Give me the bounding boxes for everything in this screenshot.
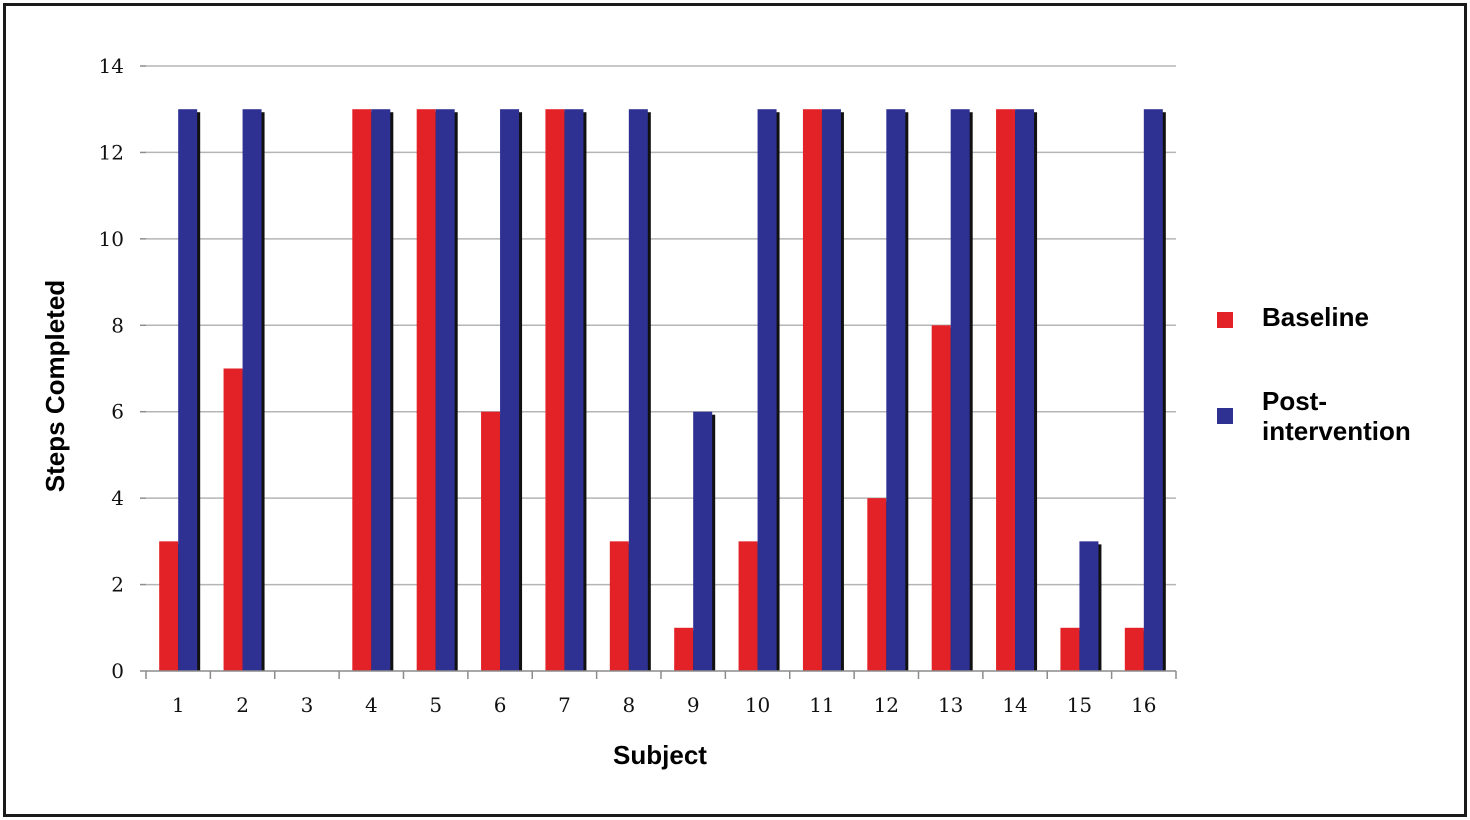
legend: Baseline Post- intervention bbox=[1217, 302, 1411, 446]
bar-post-intervention bbox=[178, 109, 198, 671]
y-tick-label: 12 bbox=[99, 140, 124, 164]
y-tick-label: 4 bbox=[111, 486, 124, 510]
x-tick-label: 12 bbox=[874, 693, 899, 717]
y-tick-label: 2 bbox=[111, 573, 124, 597]
x-tick-label: 4 bbox=[365, 693, 378, 717]
x-tick-label: 14 bbox=[1002, 693, 1027, 717]
x-tick-label: 9 bbox=[687, 693, 700, 717]
x-tick-label: 15 bbox=[1067, 693, 1092, 717]
y-tick-labels: 0 2 4 6 8 10 12 14 bbox=[99, 54, 124, 683]
bar-post-intervention bbox=[564, 109, 584, 671]
bar-post-intervention bbox=[1079, 541, 1099, 671]
bar-baseline bbox=[416, 109, 436, 671]
y-tick-label: 14 bbox=[99, 54, 124, 78]
legend-label-baseline: Baseline bbox=[1262, 302, 1369, 332]
bar-baseline bbox=[1060, 627, 1080, 671]
x-tick-label: 11 bbox=[809, 693, 834, 717]
legend-swatch-baseline bbox=[1217, 312, 1233, 328]
bar-baseline bbox=[352, 109, 372, 671]
x-tick-label: 10 bbox=[745, 693, 770, 717]
bar-baseline bbox=[609, 541, 629, 671]
y-tick-label: 0 bbox=[111, 659, 124, 683]
bar-post-intervention bbox=[757, 109, 777, 671]
x-tick-label: 6 bbox=[494, 693, 507, 717]
bar-post-intervention bbox=[435, 109, 455, 671]
bar-baseline bbox=[159, 541, 179, 671]
y-tick-label: 8 bbox=[111, 313, 124, 337]
x-tick-label: 7 bbox=[558, 693, 571, 717]
bar-baseline bbox=[223, 368, 243, 671]
x-tick-label: 16 bbox=[1131, 693, 1156, 717]
bar-baseline bbox=[674, 627, 694, 671]
bar-post-intervention bbox=[1143, 109, 1163, 671]
x-tick-label: 1 bbox=[172, 693, 185, 717]
bar-post-intervention bbox=[821, 109, 841, 671]
x-tick-labels: 1 2 3 4 5 6 7 8 9 10 11 12 13 14 15 16 bbox=[172, 693, 1157, 717]
bar-baseline bbox=[802, 109, 822, 671]
bar-baseline bbox=[1124, 627, 1144, 671]
legend-label-post-line2: intervention bbox=[1262, 416, 1411, 446]
bar-post-intervention bbox=[500, 109, 520, 671]
bar-post-intervention bbox=[371, 109, 391, 671]
bar-post-intervention bbox=[950, 109, 970, 671]
bar-post-intervention bbox=[693, 411, 713, 671]
x-axis-title: Subject bbox=[613, 740, 707, 770]
bar-baseline bbox=[481, 411, 501, 671]
x-tick-label: 2 bbox=[236, 693, 249, 717]
bar-post-intervention bbox=[628, 109, 648, 671]
bar-baseline bbox=[867, 498, 887, 671]
bar-baseline bbox=[931, 325, 951, 671]
x-tick-label: 5 bbox=[429, 693, 442, 717]
bar-baseline bbox=[738, 541, 758, 671]
x-tick-label: 8 bbox=[622, 693, 635, 717]
bar-post-intervention bbox=[886, 109, 906, 671]
y-axis-title: Steps Completed bbox=[40, 280, 70, 492]
y-tick-label: 6 bbox=[111, 400, 124, 424]
bar-baseline bbox=[545, 109, 565, 671]
y-tick-label: 10 bbox=[99, 227, 124, 251]
bar-post-intervention bbox=[242, 109, 262, 671]
bar-post-intervention bbox=[1015, 109, 1035, 671]
x-tick-label: 3 bbox=[301, 693, 314, 717]
bar-baseline bbox=[996, 109, 1016, 671]
legend-label-post-line1: Post- bbox=[1262, 386, 1327, 416]
legend-swatch-post-intervention bbox=[1217, 408, 1233, 424]
x-tick-label: 13 bbox=[938, 693, 963, 717]
bars bbox=[159, 109, 1166, 671]
